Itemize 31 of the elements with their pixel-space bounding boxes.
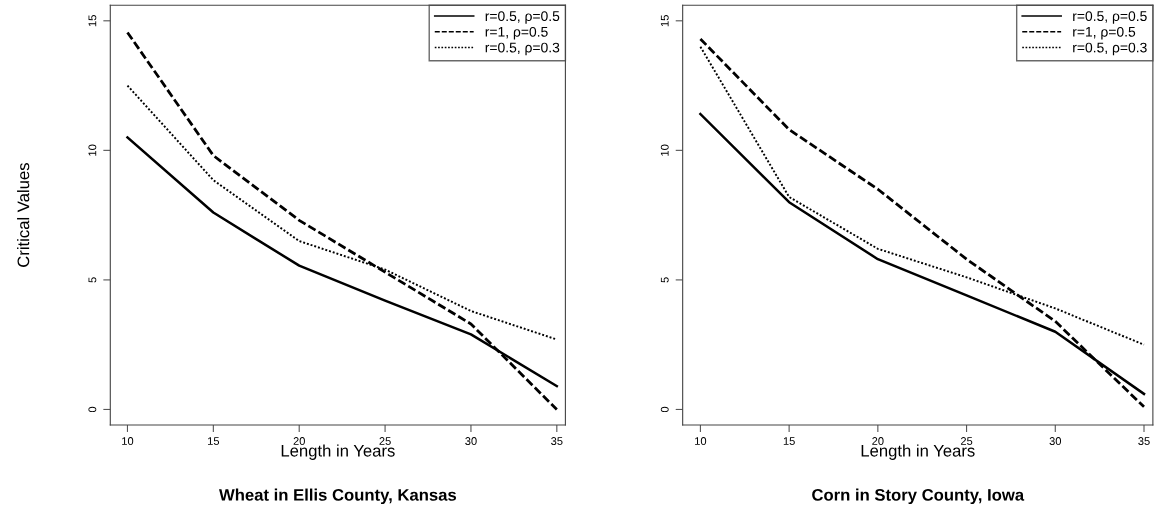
legend-label: r=1, ρ=0.5 bbox=[1073, 26, 1136, 40]
legend-label: r=0.5, ρ=0.3 bbox=[1073, 42, 1147, 56]
x-tick-label: 10 bbox=[695, 437, 707, 445]
x-axis-title: Length in Years bbox=[861, 444, 975, 460]
x-tick-label: 10 bbox=[122, 437, 134, 445]
x-axis-title: Length in Years bbox=[281, 444, 395, 460]
x-tick-label: 30 bbox=[1049, 437, 1062, 445]
y-tick-label: 0 bbox=[660, 406, 669, 413]
x-tick-label: 30 bbox=[465, 437, 477, 445]
y-tick-label: 10 bbox=[88, 144, 97, 156]
legend-label: r=1, ρ=0.5 bbox=[485, 26, 548, 40]
x-tick-label: 15 bbox=[208, 437, 220, 445]
y-tick-label: 15 bbox=[660, 15, 669, 27]
x-tick-label: 25 bbox=[379, 437, 391, 445]
y-tick-label: 5 bbox=[88, 277, 97, 283]
x-tick-label: 35 bbox=[1138, 437, 1150, 445]
x-tick-label: 25 bbox=[960, 437, 973, 445]
y-tick-label: 15 bbox=[88, 15, 97, 27]
text: Wheat in Ellis County, Kansas bbox=[219, 488, 457, 505]
y-axis-title: Critical Values bbox=[17, 163, 30, 267]
x-tick-label: 20 bbox=[293, 437, 305, 445]
legend-label: r=0.5, ρ=0.5 bbox=[485, 11, 560, 24]
x-tick-label: 35 bbox=[551, 437, 563, 445]
y-tick-label: 10 bbox=[660, 144, 669, 156]
text: Corn in Story County, Iowa bbox=[812, 488, 1025, 505]
x-tick-label: 20 bbox=[872, 437, 884, 445]
y-tick-label: 5 bbox=[660, 277, 669, 283]
legend-label: r=0.5, ρ=0.5 bbox=[1073, 11, 1147, 24]
legend-label: r=0.5, ρ=0.3 bbox=[485, 42, 560, 56]
x-tick-label: 15 bbox=[783, 437, 795, 445]
y-tick-label: 0 bbox=[88, 406, 97, 413]
